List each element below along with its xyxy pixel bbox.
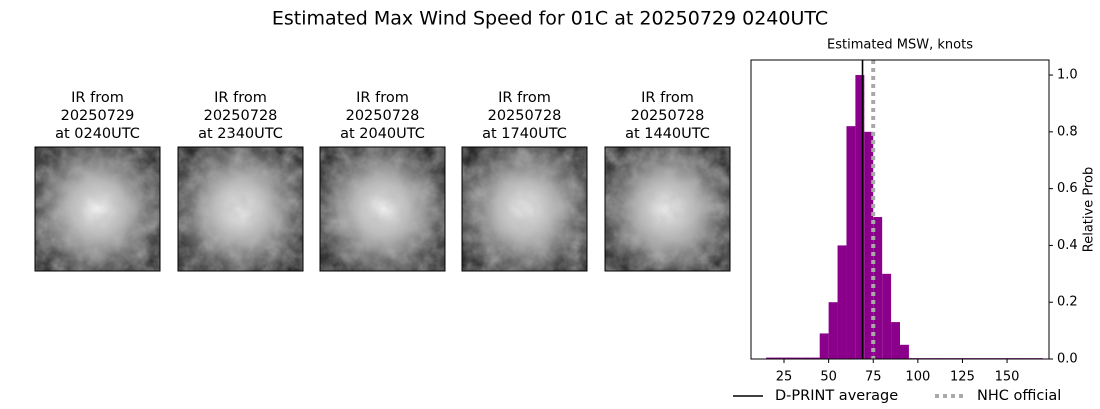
panel-caption: IR from: [641, 90, 694, 106]
ir-clouds: [605, 147, 730, 271]
bar: [882, 273, 892, 359]
panel-caption: IR from: [71, 90, 124, 106]
legend-label: D-PRINT average: [775, 388, 898, 404]
x-tick-label: 50: [820, 370, 837, 385]
bar: [819, 333, 829, 359]
panel-caption: at 2040UTC: [340, 126, 425, 142]
x-tick-label: 25: [776, 370, 793, 385]
histogram-chart: Estimated MSW, knots 25 50 75 100 125 150 0.0 0.…: [733, 38, 1097, 404]
ir-frame: [461, 146, 588, 272]
x-tick-label: 125: [950, 370, 975, 385]
bar: [900, 344, 909, 359]
panel-caption: IR from: [214, 90, 267, 106]
panel-caption: 20250728: [631, 108, 705, 124]
panel-caption: IR from: [356, 90, 409, 106]
y-axis-label: Relative Prob: [1082, 167, 1097, 252]
bar: [855, 75, 865, 360]
ir-frame: [604, 146, 731, 272]
panels: IR from 20250729 at 0240UTC IR from 20250728…: [34, 90, 731, 272]
bar: [775, 357, 785, 359]
y-tick-label: 0.8: [1057, 124, 1078, 139]
y-tick-label: 1.0: [1057, 68, 1078, 83]
ir-frame: [34, 146, 161, 272]
bar: [873, 217, 883, 359]
ir-clouds: [35, 147, 160, 271]
y-tick-label: 0.4: [1057, 238, 1078, 253]
bar: [828, 302, 838, 359]
bar: [766, 357, 776, 359]
ir-clouds: [462, 147, 587, 271]
plot-frame: [750, 59, 1050, 360]
ir-clouds: [320, 147, 445, 271]
panel-caption: at 1740UTC: [482, 126, 567, 142]
panel-caption: at 0240UTC: [55, 126, 140, 142]
bar: [891, 322, 900, 359]
y-tick-label: 0.6: [1057, 181, 1078, 196]
panel-caption: 20250728: [488, 108, 562, 124]
ir-frame: [177, 146, 304, 272]
ir-clouds: [178, 147, 303, 271]
bar: [801, 357, 811, 359]
bar: [792, 357, 802, 359]
bar: [864, 131, 874, 359]
x-tick-label: 100: [905, 370, 930, 385]
legend-label: NHC official: [977, 388, 1061, 404]
panel-caption: at 2340UTC: [198, 126, 283, 142]
ir-frame: [319, 146, 446, 272]
x-tick-label: 150: [995, 370, 1020, 385]
chart-title: Estimated MSW, knots: [827, 38, 973, 53]
bar: [810, 357, 820, 359]
y-tick-label: 0.0: [1057, 352, 1078, 367]
panel-caption: IR from: [498, 90, 551, 106]
y-tick-label: 0.2: [1057, 295, 1078, 310]
figure-title: Estimated Max Wind Speed for 01C at 2025…: [272, 8, 828, 30]
bar: [784, 357, 793, 359]
bar: [846, 126, 856, 359]
panel-caption: 20250728: [346, 108, 420, 124]
panel-caption: 20250728: [204, 108, 278, 124]
x-tick-label: 75: [865, 370, 882, 385]
panel-caption: at 1440UTC: [625, 126, 710, 142]
bar: [837, 245, 847, 359]
panel-caption: 20250729: [61, 108, 135, 124]
